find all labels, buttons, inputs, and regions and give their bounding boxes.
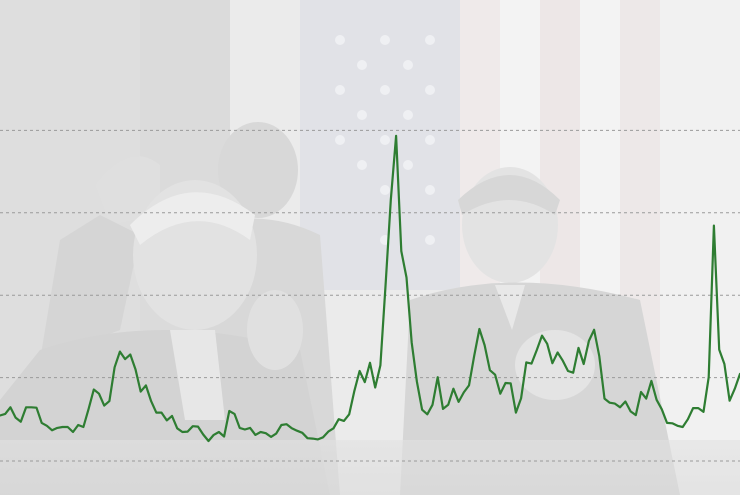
gridlines: [0, 129, 740, 462]
series-line: [0, 134, 740, 443]
flag-stars: [335, 35, 435, 245]
